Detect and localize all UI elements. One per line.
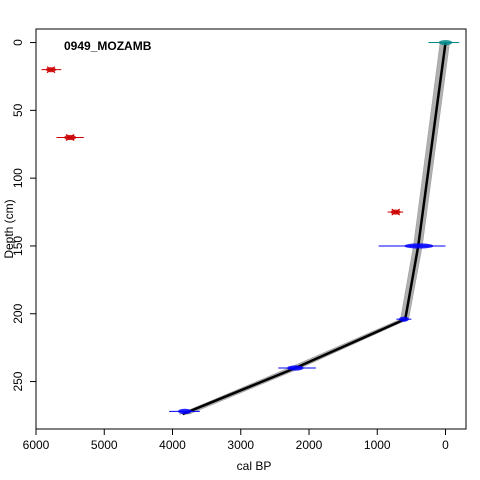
y-axis: 0 50 100 150 200 250	[11, 39, 37, 392]
y-axis-title: Depth (cm)	[2, 199, 16, 258]
y-tick-label: 50	[11, 103, 25, 117]
x-tick-label: 5000	[91, 438, 118, 452]
dated-point-used_dates	[169, 408, 200, 414]
x-tick-label: 4000	[159, 438, 186, 452]
dated-point-outliers	[387, 208, 404, 216]
dated-point-used_dates	[278, 365, 316, 371]
y-tick-label: 100	[11, 168, 25, 188]
uncertainty-band	[179, 42, 450, 415]
outlier-marker	[391, 208, 401, 216]
date-probability-shape	[287, 365, 304, 371]
dated-point-outliers	[56, 133, 84, 141]
dated-points-layer	[41, 39, 460, 414]
x-tick-label: 0	[442, 438, 449, 452]
x-tick-label: 6000	[23, 438, 50, 452]
x-tick-label: 3000	[227, 438, 254, 452]
y-tick-label: 200	[11, 303, 25, 323]
x-axis-title: cal BP	[237, 459, 272, 473]
uncertainty-band-layer	[179, 42, 450, 415]
date-probability-shape	[178, 408, 192, 414]
dated-point-used_dates	[378, 243, 446, 249]
chart-title: 0949_MOZAMB	[64, 39, 152, 53]
x-tick-label: 2000	[296, 438, 323, 452]
dated-point-surface	[428, 39, 460, 46]
y-tick-label: 250	[11, 371, 25, 391]
y-tick-label: 0	[11, 39, 25, 46]
x-tick-label: 1000	[364, 438, 391, 452]
date-probability-shape	[438, 39, 453, 46]
dated-point-used_dates	[396, 316, 412, 322]
y-tick-label: 150	[11, 236, 25, 256]
x-axis: 6000 5000 4000 3000 2000 1000 0	[23, 428, 449, 452]
date-probability-shape	[404, 243, 434, 249]
dated-point-outliers	[41, 66, 62, 74]
outlier-marker	[46, 66, 56, 74]
outlier-marker	[65, 133, 75, 141]
date-probability-shape	[398, 316, 409, 322]
